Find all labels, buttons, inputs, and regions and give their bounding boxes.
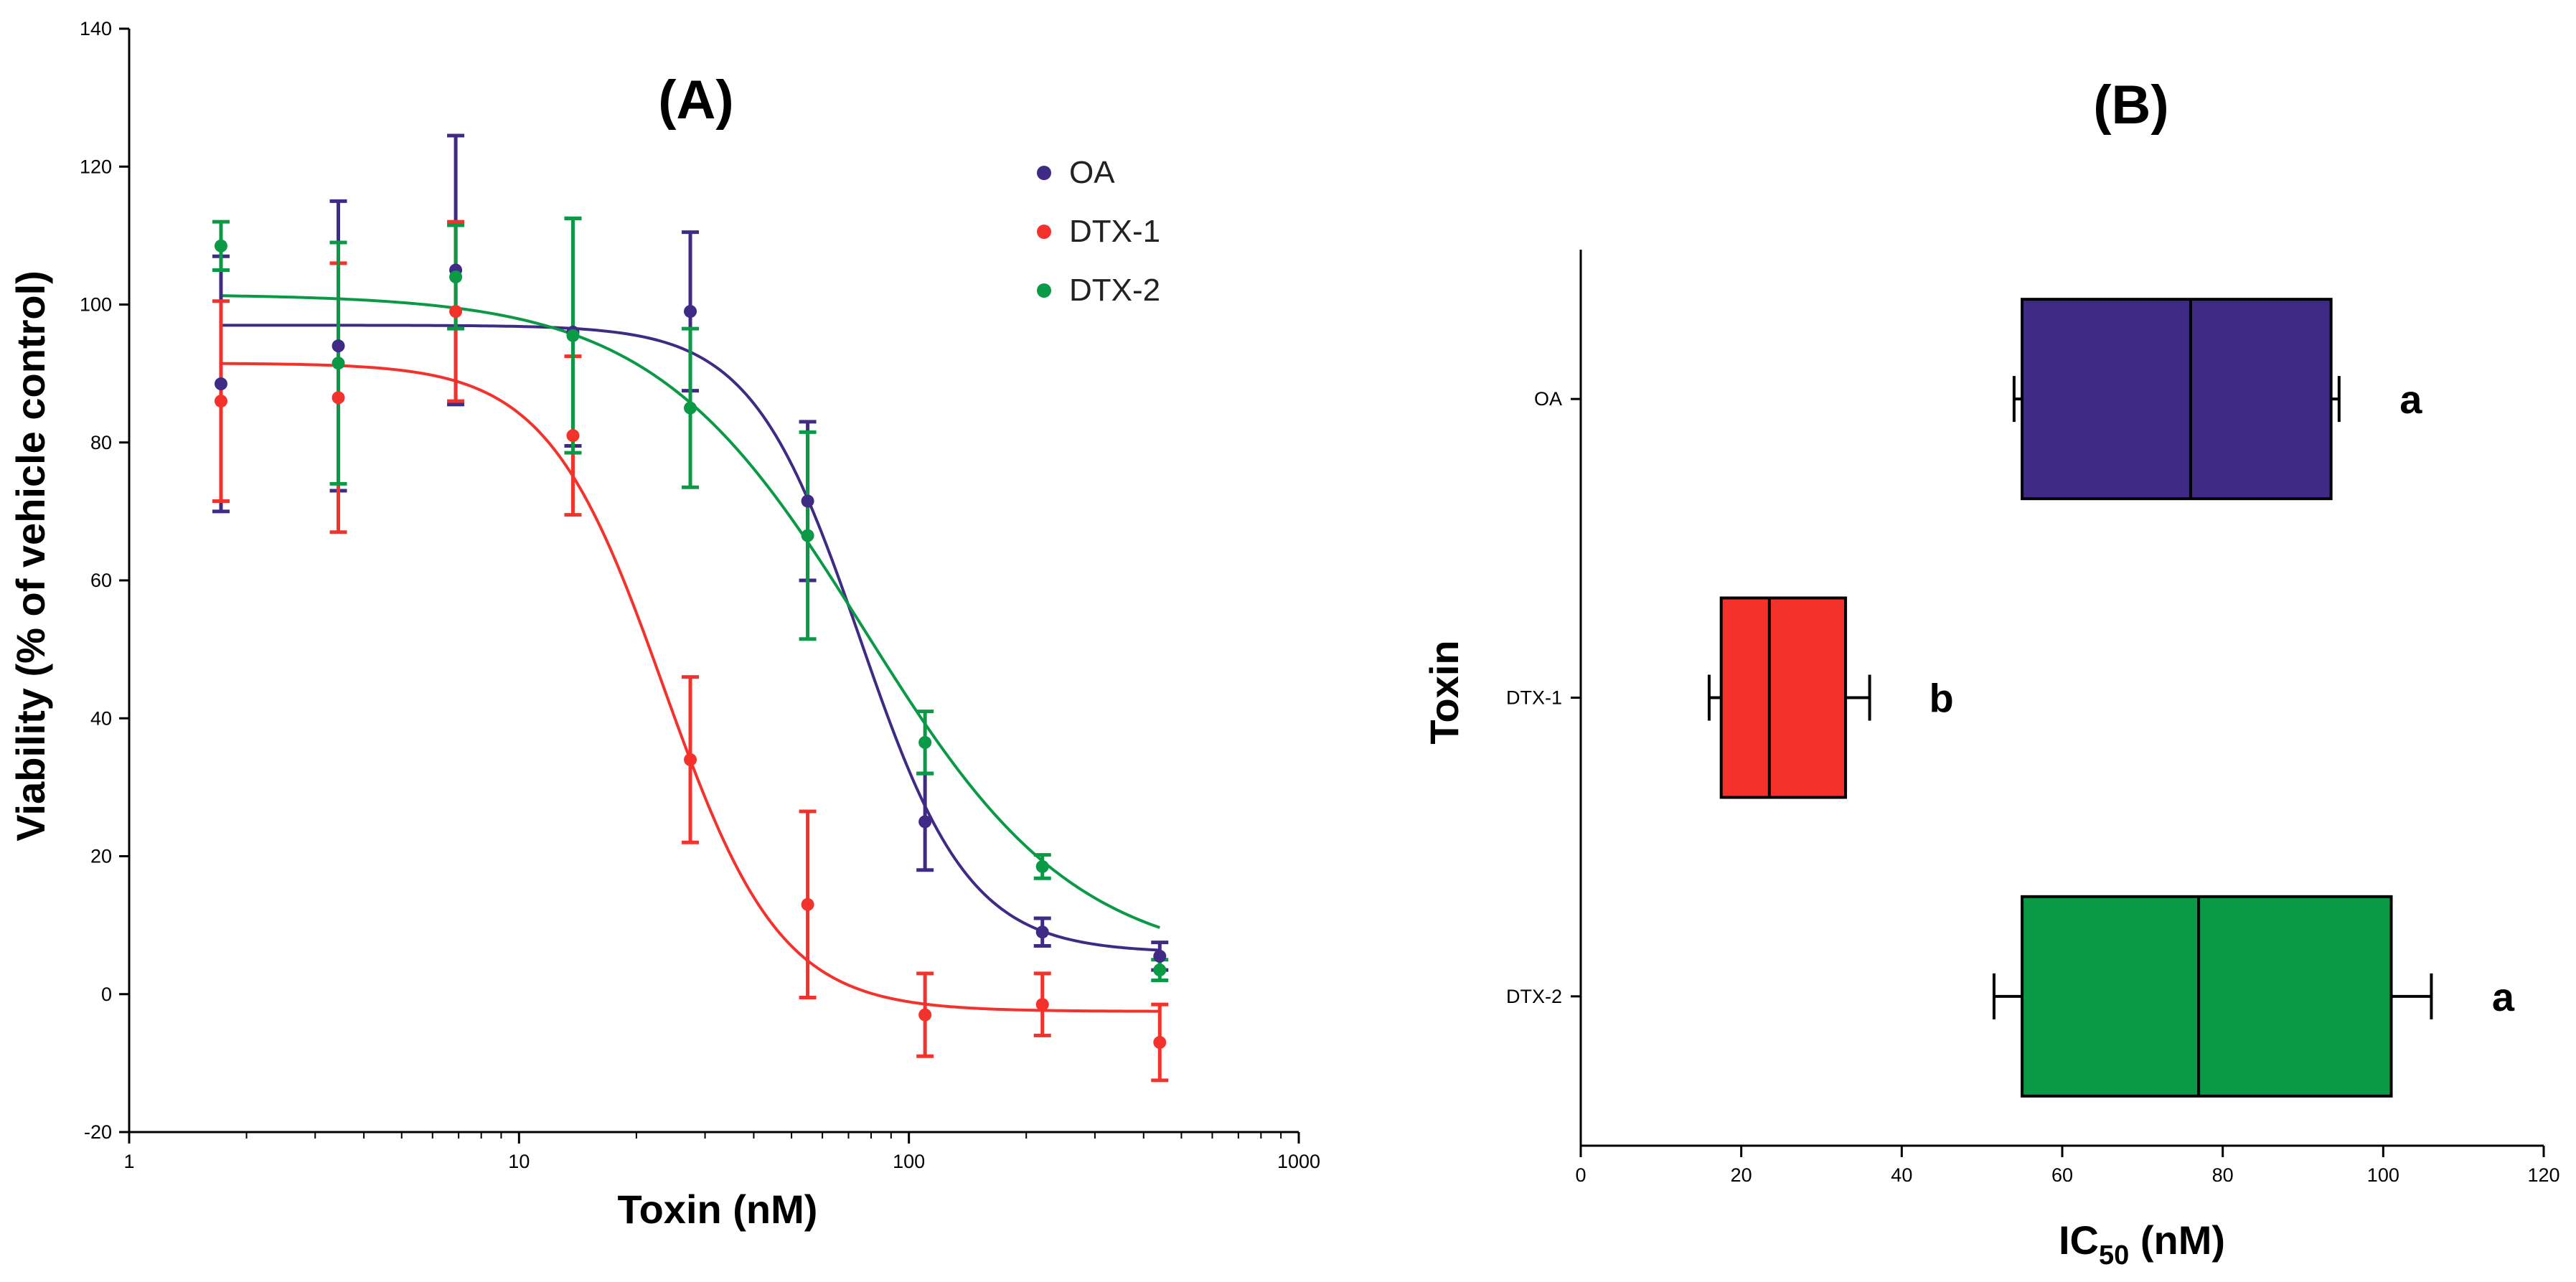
panel-b-axes: 0 20 40 60 80 100 120 OA DTX-1 DTX-2 bbox=[1506, 250, 2560, 1186]
legend-label-dtx-1: DTX-1 bbox=[1069, 214, 1160, 249]
data-point-dtx-2 bbox=[918, 735, 932, 749]
panel-b-x-tick-label: 80 bbox=[2212, 1164, 2234, 1186]
panel-b-x-tick-label: 100 bbox=[2367, 1164, 2399, 1186]
box-oa bbox=[2021, 298, 2333, 501]
panel-b-category-label: OA bbox=[1534, 388, 1562, 410]
panel-a-y-tick-label: 80 bbox=[90, 432, 112, 453]
panel-b: (B) 0 20 40 60 80 100 120 OA DTX-1 DTX-2 a b a IC50… bbox=[1421, 75, 2560, 1271]
data-point-oa bbox=[918, 815, 932, 829]
data-point-dtx-1 bbox=[566, 429, 580, 443]
panel-a-y-tick-label: 40 bbox=[90, 707, 112, 729]
data-point-dtx-2 bbox=[1153, 963, 1167, 977]
data-point-dtx-1 bbox=[1035, 998, 1049, 1012]
panel-b-x-tick-label: 40 bbox=[1891, 1164, 1912, 1186]
panel-b-x-axis-title: IC50 (nM) bbox=[2059, 1217, 2225, 1271]
panel-b-x-tick-label: 0 bbox=[1575, 1164, 1586, 1186]
legend-label-dtx-2: DTX-2 bbox=[1069, 273, 1160, 308]
data-point-oa bbox=[1153, 949, 1167, 963]
panel-a-title: (A) bbox=[658, 70, 734, 131]
data-point-dtx-2 bbox=[1035, 859, 1049, 873]
panel-b-boxes: a b a bbox=[1707, 298, 2515, 1098]
data-point-dtx-1 bbox=[214, 395, 227, 408]
panel-a: (A) -20 0 20 40 60 80 100 120 140 1 10 100 1000 Toxi… bbox=[8, 18, 1320, 1232]
legend-marker-dtx-2 bbox=[1037, 283, 1051, 298]
panel-a-x-tick-label: 1 bbox=[123, 1151, 134, 1172]
panel-a-x-tick-label: 100 bbox=[893, 1151, 925, 1172]
box-dtx-2 bbox=[2021, 895, 2393, 1098]
data-point-dtx-1 bbox=[332, 391, 345, 405]
data-point-oa bbox=[214, 377, 227, 391]
data-point-dtx-2 bbox=[214, 239, 227, 253]
panel-a-y-tick-label: 140 bbox=[80, 18, 112, 39]
data-point-dtx-1 bbox=[801, 897, 814, 911]
panel-b-x-axis-title-unit: (nM) bbox=[2129, 1217, 2225, 1263]
panel-b-x-tick-label: 60 bbox=[2051, 1164, 2073, 1186]
panel-a-y-tick-label: 120 bbox=[80, 156, 112, 177]
panel-b-x-axis-title-subscript: 50 bbox=[2099, 1240, 2129, 1271]
legend-marker-dtx-1 bbox=[1037, 225, 1051, 239]
data-point-dtx-2 bbox=[449, 270, 463, 284]
panel-a-legend: OA DTX-1 DTX-2 bbox=[1037, 155, 1160, 308]
legend-label-oa: OA bbox=[1069, 155, 1115, 190]
data-point-dtx-2 bbox=[684, 401, 697, 415]
panel-a-x-axis-title: Toxin (nM) bbox=[618, 1187, 818, 1232]
data-point-dtx-1 bbox=[1153, 1036, 1167, 1050]
significance-letter-dtx-1: b bbox=[1929, 676, 1953, 721]
panel-a-y-tick-label: 0 bbox=[101, 984, 112, 1005]
data-point-dtx-2 bbox=[332, 357, 345, 370]
data-point-oa bbox=[684, 305, 697, 319]
panel-a-x-tick-label: 10 bbox=[508, 1151, 530, 1172]
panel-a-x-tick-label: 1000 bbox=[1277, 1151, 1320, 1172]
data-point-oa bbox=[801, 494, 814, 508]
panel-a-y-tick-label: 20 bbox=[90, 846, 112, 867]
significance-letter-dtx-2: a bbox=[2492, 974, 2515, 1019]
panel-b-category-label: DTX-2 bbox=[1506, 986, 1562, 1007]
significance-letter-oa: a bbox=[2399, 377, 2422, 422]
panel-b-x-tick-label: 20 bbox=[1731, 1164, 1752, 1186]
panel-b-x-axis-title-main: IC bbox=[2059, 1217, 2099, 1263]
panel-a-axes: -20 0 20 40 60 80 100 120 140 1 10 100 1000 bbox=[80, 18, 1320, 1172]
panel-a-error-bars bbox=[212, 133, 1169, 1083]
data-point-oa bbox=[1035, 925, 1049, 939]
panel-a-y-tick-label: 60 bbox=[90, 570, 112, 591]
panel-a-y-tick-label: -20 bbox=[84, 1121, 112, 1143]
panel-a-data-points bbox=[214, 239, 1167, 1050]
panel-b-x-tick-label: 120 bbox=[2527, 1164, 2559, 1186]
panel-b-title: (B) bbox=[2093, 75, 2169, 136]
data-point-dtx-2 bbox=[566, 329, 580, 342]
panel-b-category-label: DTX-1 bbox=[1506, 687, 1562, 709]
panel-b-y-axis-title: Toxin bbox=[1421, 640, 1467, 744]
data-point-dtx-2 bbox=[801, 529, 814, 542]
data-point-oa bbox=[332, 339, 345, 353]
panel-a-y-tick-label: 100 bbox=[80, 294, 112, 316]
data-point-dtx-1 bbox=[918, 1008, 932, 1022]
data-point-dtx-1 bbox=[449, 305, 463, 319]
box-dtx-1 bbox=[1719, 596, 1848, 799]
data-point-dtx-1 bbox=[684, 753, 697, 766]
panel-a-y-axis-title: Viability (% of vehicle control) bbox=[8, 270, 53, 842]
legend-marker-oa bbox=[1037, 166, 1051, 180]
